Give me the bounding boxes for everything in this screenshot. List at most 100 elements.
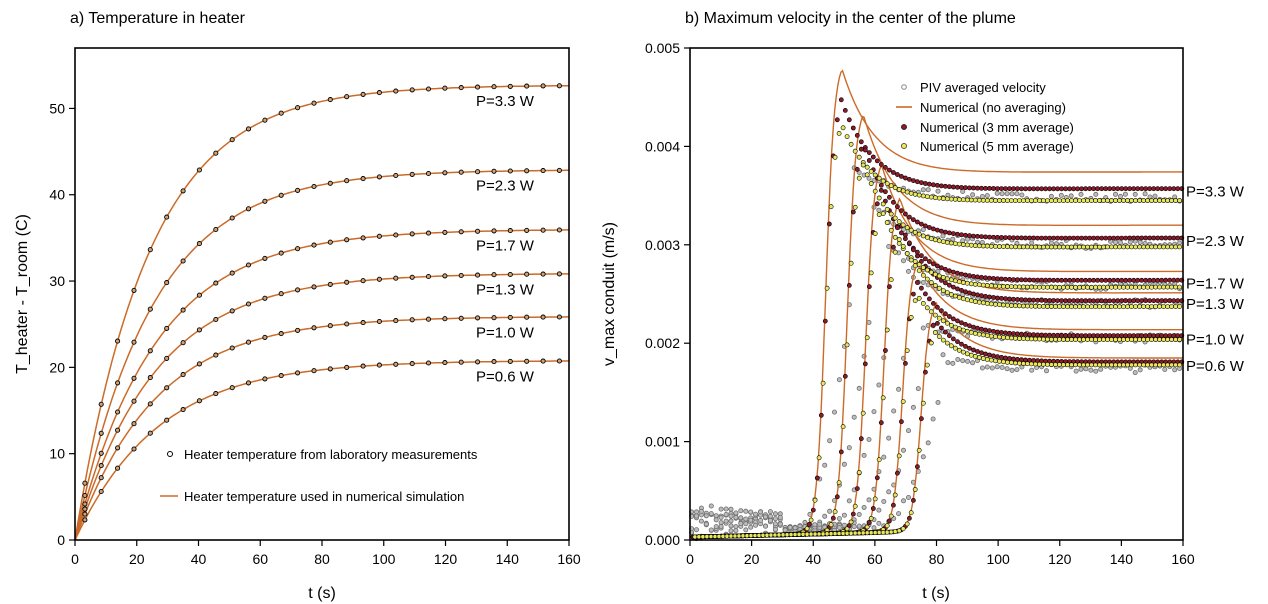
avg3-point	[1099, 333, 1105, 338]
avg5-point	[1105, 284, 1110, 290]
avg3-point	[1155, 186, 1161, 192]
measurement-point	[507, 358, 513, 364]
avg5-point	[1041, 336, 1046, 342]
avg5-point	[936, 315, 942, 321]
avg3-point	[874, 475, 880, 481]
avg5-point	[1065, 362, 1070, 368]
chart-b-x-ticks: 0 20 40 60 80 100 120 140 160	[686, 540, 1195, 567]
avg5-point	[1109, 244, 1114, 250]
avg5-point	[928, 236, 934, 242]
avg3-point	[1151, 333, 1157, 338]
avg3-point	[951, 316, 956, 322]
avg3-point	[919, 258, 924, 264]
measurement-point	[311, 183, 317, 190]
avg3-point	[955, 270, 960, 276]
avg3-point	[1011, 235, 1016, 241]
avg5-point	[976, 282, 982, 288]
avg5-point	[1121, 284, 1126, 290]
piv-point	[782, 527, 788, 533]
avg5-point	[868, 181, 874, 186]
piv-point	[767, 509, 773, 515]
measurement-point	[262, 117, 268, 123]
avg3-point	[891, 502, 896, 508]
measurement-point	[393, 361, 399, 367]
avg3-point	[951, 336, 956, 342]
avg5-point	[984, 300, 990, 306]
avg5-point	[984, 356, 990, 362]
avg5-point	[704, 534, 710, 539]
avg5-point	[1005, 198, 1010, 203]
measurement-point	[507, 228, 513, 234]
piv-point	[1058, 192, 1064, 198]
power-label: P=2.3 W	[1186, 233, 1245, 250]
avg3-point	[1135, 298, 1141, 304]
avg3-point	[1175, 298, 1181, 304]
avg5-point	[928, 309, 934, 315]
avg5-point	[932, 312, 938, 318]
piv-point	[743, 516, 749, 522]
avg3-point	[1123, 235, 1129, 241]
measurement-point	[98, 450, 104, 456]
avg5-point	[896, 528, 902, 534]
avg5-point	[1117, 244, 1122, 250]
piv-point	[767, 517, 773, 523]
measurement-point	[425, 86, 432, 92]
avg5-point	[852, 204, 858, 210]
piv-point	[1014, 367, 1020, 373]
avg3-point	[1075, 186, 1080, 192]
avg3-point	[975, 185, 980, 191]
avg5-point	[1085, 337, 1090, 342]
avg5-point	[1109, 337, 1114, 342]
piv-point	[901, 258, 907, 264]
avg5-point	[912, 263, 918, 269]
measurement-point	[180, 372, 186, 378]
avg3-point	[975, 349, 980, 354]
avg5-point	[1077, 244, 1082, 250]
avg3-point	[846, 117, 852, 123]
avg3-point	[1027, 186, 1032, 192]
avg3-point	[1027, 235, 1032, 241]
piv-point	[851, 414, 857, 420]
measurement-point	[524, 168, 530, 174]
avg5-point	[1125, 284, 1130, 290]
avg5-point	[1153, 304, 1158, 309]
measurement-point	[180, 188, 186, 194]
piv-point	[753, 511, 759, 517]
avg3-point	[854, 132, 860, 138]
measurement-point	[458, 229, 464, 235]
avg5-point	[856, 154, 862, 160]
avg5-point	[892, 234, 898, 240]
avg5-point	[1081, 198, 1086, 203]
avg5-point	[1153, 337, 1158, 342]
measurement-point	[164, 280, 170, 286]
piv-point	[718, 506, 724, 512]
avg5-point	[960, 349, 966, 355]
measurement-point	[82, 501, 88, 507]
avg5-point	[900, 188, 906, 194]
avg3-point	[1175, 186, 1181, 192]
piv-point	[965, 358, 971, 364]
avg3-point	[971, 185, 976, 191]
avg3-point	[915, 219, 920, 225]
avg3-point	[1167, 277, 1173, 283]
y-tick-label: 30	[49, 273, 65, 289]
avg5-point	[852, 148, 858, 154]
piv-point	[920, 454, 926, 460]
piv-point	[896, 511, 902, 517]
piv-point	[1078, 366, 1084, 372]
avg5-point	[940, 337, 946, 343]
avg5-point	[864, 530, 870, 536]
avg5-point	[836, 480, 842, 485]
piv-point	[841, 512, 847, 518]
avg5-point	[920, 300, 926, 306]
avg5-point	[1141, 304, 1146, 309]
avg3-point	[1007, 186, 1012, 192]
avg5-point	[944, 340, 950, 346]
avg5-point	[1101, 362, 1106, 368]
y-tick-label: 50	[49, 100, 65, 116]
piv-point	[1098, 366, 1104, 372]
avg5-point	[1129, 244, 1134, 250]
avg5-point	[900, 222, 906, 228]
avg5-point	[1133, 337, 1138, 342]
avg5-point	[1137, 337, 1142, 342]
